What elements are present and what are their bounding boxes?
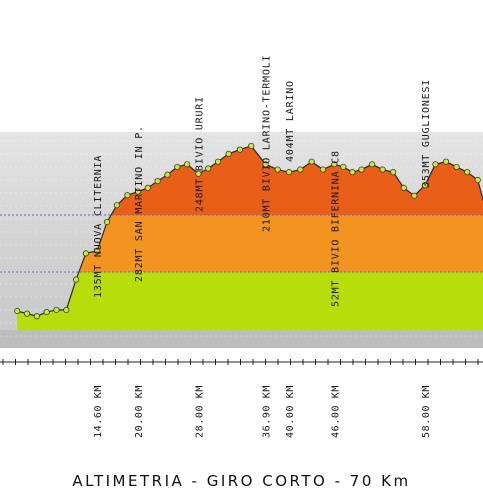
elevation-point bbox=[390, 169, 397, 176]
distance-tick-label: 20.00 KM bbox=[134, 385, 145, 438]
elevation-point bbox=[331, 161, 338, 168]
elevation-point bbox=[23, 310, 31, 317]
elevation-point bbox=[134, 188, 142, 195]
waypoint-label: 52MT BIVIO BIFERNINA C8 bbox=[330, 150, 341, 307]
distance-tick-label: 14.60 KM bbox=[93, 385, 104, 438]
elevation-point bbox=[174, 163, 181, 171]
waypoint-label: 353MT GUGLIONESI bbox=[421, 79, 432, 188]
elevation-point bbox=[33, 313, 40, 320]
distance-tick-label: 40.00 KM bbox=[285, 385, 296, 438]
waypoint-label: 404MT LARINO bbox=[285, 80, 296, 162]
chart-title: ALTIMETRIA - GIRO CORTO - 70 Km bbox=[72, 472, 411, 490]
elevation-point bbox=[319, 166, 327, 173]
elevation-point bbox=[124, 192, 131, 199]
elevation-point bbox=[236, 146, 244, 153]
elevation-point bbox=[285, 169, 293, 176]
elevation-point bbox=[432, 161, 439, 168]
elevation-point bbox=[368, 161, 376, 168]
distance-tick-labels: 14.60 KM 20.00 KM 28.00 KM 36.90 KM 40.00 KM… bbox=[93, 385, 432, 438]
distance-tick-label: 36.90 KM bbox=[262, 385, 273, 438]
elevation-point bbox=[53, 306, 60, 314]
elevation-point bbox=[442, 158, 450, 165]
elevation-point bbox=[195, 170, 202, 177]
background-base-band bbox=[0, 330, 483, 348]
low-elevation-band bbox=[17, 272, 483, 330]
elevation-point bbox=[297, 166, 304, 173]
elevation-point bbox=[225, 150, 232, 157]
elevation-point bbox=[183, 161, 191, 168]
distance-tick-label: 46.00 KM bbox=[330, 385, 341, 438]
elevation-point bbox=[94, 247, 101, 254]
elevation-point bbox=[164, 171, 171, 178]
elevation-point bbox=[205, 165, 212, 172]
elevation-point bbox=[262, 161, 269, 168]
waypoint-label: 248MT BIVIO URURI bbox=[194, 96, 205, 212]
elevation-point bbox=[154, 177, 161, 185]
elevation-point bbox=[400, 184, 407, 191]
distance-tick-label: 28.00 KM bbox=[194, 385, 205, 438]
waypoint-label: 135MT NUOVA CLITERNIA bbox=[93, 155, 104, 298]
elevation-point bbox=[349, 169, 356, 176]
elevation-point bbox=[72, 276, 80, 283]
elevation-point bbox=[421, 182, 428, 189]
elevation-point bbox=[82, 250, 90, 257]
elevation-point bbox=[63, 306, 70, 314]
waypoint-label: 210MT BIVIO LARINO-TERMOLI bbox=[262, 55, 273, 232]
waypoint-label: 282MT SAN MARTINO IN P. bbox=[134, 125, 145, 282]
elevation-point bbox=[248, 142, 255, 150]
elevation-point bbox=[113, 202, 120, 209]
elevation-point bbox=[43, 308, 50, 316]
elevation-point bbox=[214, 158, 222, 165]
elevation-point bbox=[379, 166, 386, 173]
elevation-point bbox=[103, 218, 111, 226]
elevation-point bbox=[453, 163, 460, 171]
elevation-point bbox=[308, 158, 315, 165]
elevation-point bbox=[144, 184, 151, 191]
elevation-point bbox=[358, 166, 365, 173]
elevation-points bbox=[14, 142, 481, 320]
elevation-point bbox=[14, 307, 21, 315]
distance-axis bbox=[0, 359, 483, 365]
elevation-point bbox=[464, 169, 471, 176]
elevation-point bbox=[340, 163, 347, 171]
waypoint-annotations: 135MT NUOVA CLITERNIA 282MT SAN MARTINO I… bbox=[93, 55, 432, 307]
elevation-point bbox=[474, 176, 481, 184]
elevation-point bbox=[411, 192, 418, 199]
elevation-point bbox=[274, 166, 281, 173]
distance-tick-label: 58.00 KM bbox=[421, 385, 432, 438]
